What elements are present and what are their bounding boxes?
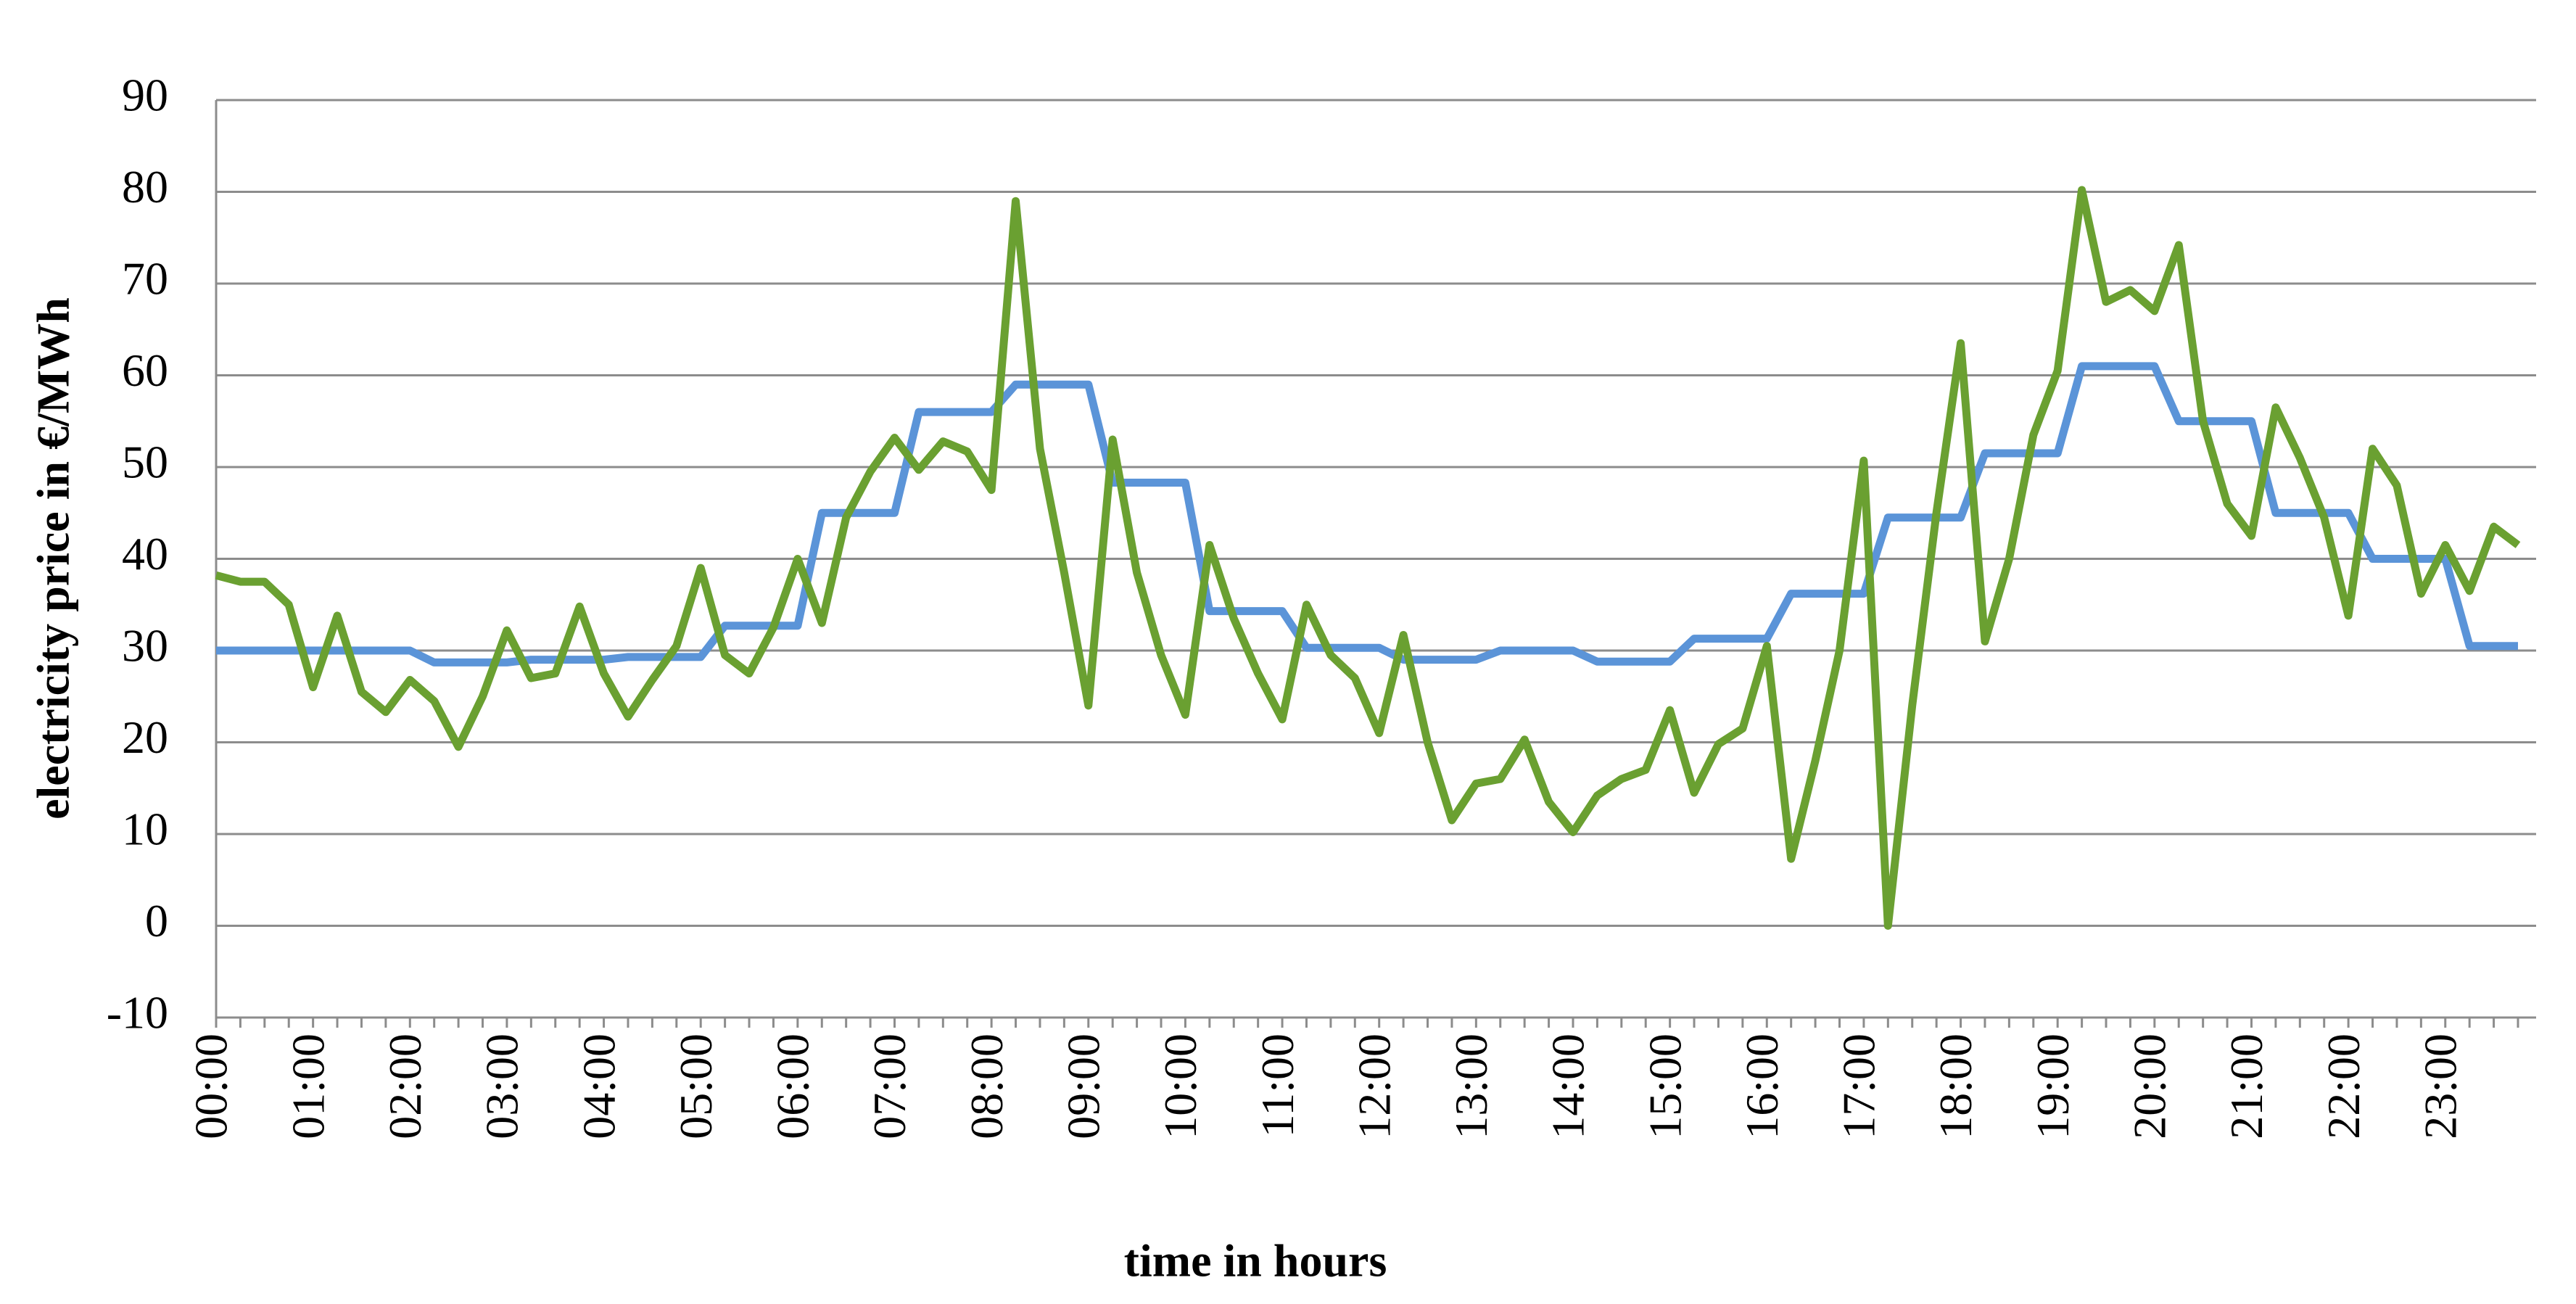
x-tick-label: 11:00 xyxy=(1252,1033,1303,1137)
y-tick-label: 50 xyxy=(122,437,168,488)
x-tick-label: 04:00 xyxy=(573,1033,624,1139)
x-tick-label: 01:00 xyxy=(282,1033,334,1139)
x-tick-label: 06:00 xyxy=(767,1033,819,1139)
x-tick-label: 12:00 xyxy=(1348,1033,1400,1139)
x-tick-label: 20:00 xyxy=(2124,1033,2176,1139)
x-tick-label: 08:00 xyxy=(961,1033,1012,1139)
x-tick-label: 17:00 xyxy=(1833,1033,1885,1139)
x-tick-label: 19:00 xyxy=(2027,1033,2078,1139)
y-tick-label: 70 xyxy=(122,253,168,305)
x-tick-label: 07:00 xyxy=(864,1033,915,1139)
y-tick-label: 80 xyxy=(122,161,168,212)
y-tick-label: 30 xyxy=(122,620,168,672)
series-line xyxy=(215,186,2521,930)
x-tick-label: 05:00 xyxy=(670,1033,722,1139)
x-tick-label: 03:00 xyxy=(476,1033,528,1139)
x-tick-label: 18:00 xyxy=(1930,1033,1981,1139)
x-tick-label: 14:00 xyxy=(1543,1033,1594,1139)
x-tick-label: 13:00 xyxy=(1445,1033,1497,1139)
y-tick-label: 40 xyxy=(122,528,168,579)
series-line xyxy=(216,362,2518,667)
y-tick-label: 60 xyxy=(122,344,168,396)
x-tick-label: 16:00 xyxy=(1736,1033,1788,1139)
x-tick-label: 15:00 xyxy=(1639,1033,1690,1139)
x-tick-label: 10:00 xyxy=(1155,1033,1206,1139)
x-axis-title: time in hours xyxy=(1124,1235,1387,1287)
x-tick-label: 09:00 xyxy=(1057,1033,1109,1139)
y-tick-label: 20 xyxy=(122,711,168,763)
x-tick-label: 00:00 xyxy=(186,1033,237,1139)
y-tick-label: 10 xyxy=(122,804,168,855)
x-tick-label: 02:00 xyxy=(379,1033,431,1139)
y-tick-label: 0 xyxy=(145,895,168,946)
y-tick-label: -10 xyxy=(107,987,168,1039)
y-tick-label: 90 xyxy=(122,70,168,121)
x-tick-label: 22:00 xyxy=(2318,1033,2369,1139)
y-axis-title: electricity price in €/MWh xyxy=(28,297,79,820)
x-tick-label: 23:00 xyxy=(2414,1033,2466,1139)
x-tick-label: 21:00 xyxy=(2221,1033,2272,1139)
